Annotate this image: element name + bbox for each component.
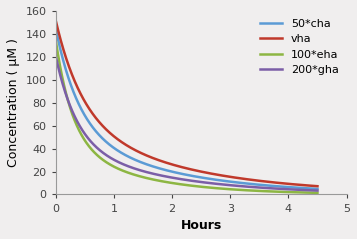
200*gha [315, 189, 320, 192]
X-axis label: Hours: Hours [181, 219, 222, 232]
vha [169, 163, 173, 166]
vha [159, 160, 164, 163]
100*eha [233, 188, 237, 191]
100*eha [169, 181, 173, 184]
200*gha [262, 186, 267, 189]
200*gha [169, 176, 173, 179]
200*gha [258, 186, 262, 189]
50*cha [169, 170, 173, 173]
vha [233, 176, 237, 179]
Line: 100*eha: 100*eha [56, 40, 317, 193]
50*cha [233, 181, 237, 184]
vha [315, 185, 320, 188]
50*cha [262, 184, 267, 187]
100*eha [258, 190, 262, 192]
vha [54, 19, 58, 22]
vha [258, 179, 262, 182]
50*cha [54, 27, 58, 30]
200*gha [54, 54, 58, 57]
100*eha [80, 135, 85, 138]
100*eha [159, 180, 164, 183]
50*cha [159, 168, 164, 170]
50*cha [258, 183, 262, 186]
vha [262, 180, 267, 183]
Line: 50*cha: 50*cha [56, 28, 317, 189]
50*cha [315, 187, 320, 190]
Line: 200*gha: 200*gha [56, 56, 317, 190]
200*gha [233, 184, 237, 187]
50*cha [80, 110, 85, 113]
Line: vha: vha [56, 20, 317, 186]
Legend: 50*cha, vha, 100*eha, 200*gha: 50*cha, vha, 100*eha, 200*gha [257, 16, 341, 78]
Y-axis label: Concentration ( μM ): Concentration ( μM ) [7, 38, 20, 167]
200*gha [80, 129, 85, 132]
100*eha [315, 191, 320, 194]
vha [80, 96, 85, 99]
100*eha [54, 38, 58, 41]
200*gha [159, 174, 164, 177]
100*eha [262, 190, 267, 193]
